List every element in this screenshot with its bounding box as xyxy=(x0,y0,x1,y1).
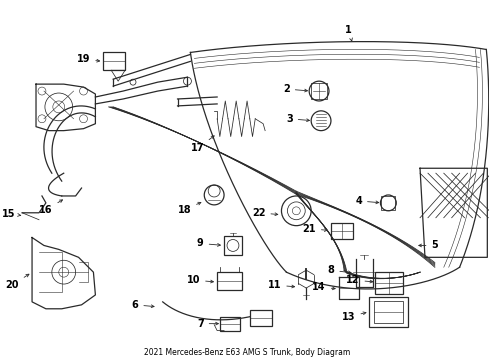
Text: 16: 16 xyxy=(39,200,63,215)
Text: 7: 7 xyxy=(197,319,219,329)
Bar xyxy=(103,53,125,70)
Bar xyxy=(373,301,403,323)
Text: 14: 14 xyxy=(312,282,335,292)
Text: 18: 18 xyxy=(178,202,201,215)
Text: 10: 10 xyxy=(187,275,214,285)
Text: 11: 11 xyxy=(268,280,294,290)
Text: 15: 15 xyxy=(1,209,21,219)
Text: 22: 22 xyxy=(252,208,278,218)
Bar xyxy=(224,235,242,255)
Text: 20: 20 xyxy=(5,274,29,290)
Bar xyxy=(217,272,242,290)
Text: 3: 3 xyxy=(286,114,310,124)
Bar xyxy=(250,310,271,325)
Text: 2: 2 xyxy=(283,84,307,94)
Bar xyxy=(375,272,403,294)
Text: 17: 17 xyxy=(191,136,214,153)
Bar xyxy=(331,223,353,239)
Bar xyxy=(368,297,408,327)
Text: 13: 13 xyxy=(342,312,366,322)
Text: 4: 4 xyxy=(355,196,379,206)
Text: 5: 5 xyxy=(419,240,438,251)
Bar xyxy=(381,196,395,210)
Text: 8: 8 xyxy=(327,265,351,275)
Text: 6: 6 xyxy=(132,300,154,310)
Text: 21: 21 xyxy=(302,224,327,234)
Text: 12: 12 xyxy=(346,275,373,285)
Text: 19: 19 xyxy=(77,54,99,64)
Text: 1: 1 xyxy=(345,25,352,41)
Bar xyxy=(311,83,327,99)
Bar xyxy=(220,317,240,330)
Text: 2021 Mercedes-Benz E63 AMG S Trunk, Body Diagram: 2021 Mercedes-Benz E63 AMG S Trunk, Body… xyxy=(144,348,350,357)
Text: 9: 9 xyxy=(197,238,220,248)
